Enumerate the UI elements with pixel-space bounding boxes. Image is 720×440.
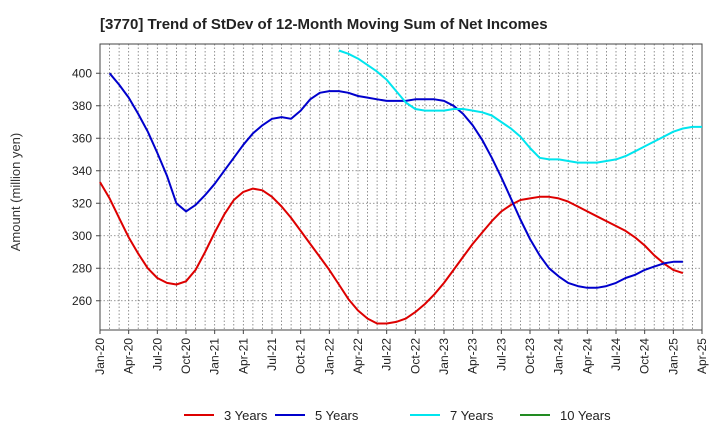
x-tick-label: Oct-23 [523, 338, 537, 374]
x-tick-label: Jan-21 [208, 338, 222, 375]
x-tick-label: Apr-24 [580, 338, 594, 374]
legend-label-3-years: 3 Years [224, 408, 268, 423]
x-tick-label: Apr-23 [466, 338, 480, 374]
legend-label-5-years: 5 Years [315, 408, 359, 423]
x-tick-label: Apr-25 [695, 338, 709, 374]
x-tick-label: Jan-23 [437, 338, 451, 375]
y-tick-label: 340 [72, 164, 92, 178]
y-tick-label: 360 [72, 131, 92, 145]
series-lines [99, 49, 702, 325]
x-tick-label: Jul-24 [609, 338, 623, 371]
x-tick-label: Jan-25 [666, 338, 680, 375]
x-tick-label: Jul-23 [494, 338, 508, 371]
x-tick-label: Apr-20 [122, 338, 136, 374]
series-line-5-years [108, 72, 683, 289]
x-tick-label: Oct-20 [179, 338, 193, 374]
y-tick-label: 320 [72, 196, 92, 210]
x-tick-label: Jan-24 [552, 338, 566, 375]
legend-label-7-years: 7 Years [450, 408, 494, 423]
y-axis-title: Amount (million yen) [8, 133, 23, 252]
y-tick-label: 300 [72, 229, 92, 243]
x-tick-label: Jan-20 [93, 338, 107, 375]
x-tick-label: Oct-22 [408, 338, 422, 374]
chart-title: [3770] Trend of StDev of 12-Month Moving… [100, 16, 548, 33]
y-axis: 260 280 300 320 340 360 380 400 [72, 66, 100, 308]
x-tick-label: Jul-22 [380, 338, 394, 371]
x-axis: Jan-20 Apr-20 Jul-20 Oct-20 Jan-21 Apr-21 Jul-… [93, 330, 709, 375]
x-tick-label: Apr-22 [351, 338, 365, 374]
x-tick-label: Oct-21 [294, 338, 308, 374]
x-tick-label: Oct-24 [638, 338, 652, 374]
grid [99, 44, 703, 330]
y-tick-label: 400 [72, 66, 92, 80]
series-line-7-years [338, 49, 702, 164]
x-tick-label: Jul-21 [265, 338, 279, 371]
y-tick-label: 380 [72, 99, 92, 113]
x-tick-label: Jul-20 [150, 338, 164, 371]
legend-label-10-years: 10 Years [560, 408, 611, 423]
series-line-3-years [99, 181, 684, 325]
y-tick-label: 260 [72, 294, 92, 308]
x-tick-label: Jan-22 [322, 338, 336, 375]
legend: 3 Years 5 Years 7 Years 10 Years [184, 408, 611, 423]
plot-area [99, 43, 703, 331]
y-tick-label: 280 [72, 261, 92, 275]
x-tick-label: Apr-21 [236, 338, 250, 374]
